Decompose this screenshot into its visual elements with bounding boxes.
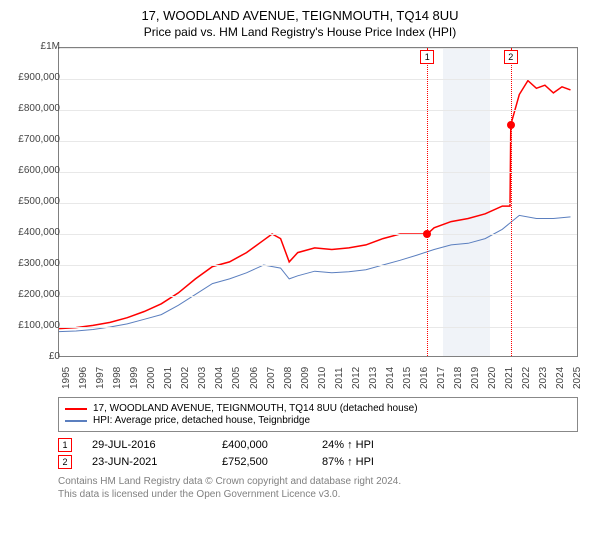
sale-marker-1: 1 [58,438,72,452]
y-axis-label: £0 [16,351,60,362]
marker-vline [511,48,512,356]
legend-swatch-property [65,408,87,410]
chart-container: 17, WOODLAND AVENUE, TEIGNMOUTH, TQ14 8U… [0,0,600,560]
x-axis-label: 2021 [504,367,515,389]
sale-row: 1 29-JUL-2016 £400,000 24% ↑ HPI [58,438,584,452]
sale-row: 2 23-JUN-2021 £752,500 87% ↑ HPI [58,455,584,469]
x-axis-label: 2010 [317,367,328,389]
x-axis-label: 2004 [214,367,225,389]
x-axis-label: 2019 [470,367,481,389]
chart-title: 17, WOODLAND AVENUE, TEIGNMOUTH, TQ14 8U… [16,8,584,23]
x-axis-label: 2023 [538,367,549,389]
credits: Contains HM Land Registry data © Crown c… [58,475,584,501]
x-axis-label: 2017 [436,367,447,389]
y-axis-label: £300,000 [16,258,60,269]
chart-subtitle: Price paid vs. HM Land Registry's House … [16,25,584,39]
sale-marker-2: 2 [58,455,72,469]
marker-vline [427,48,428,356]
x-axis-label: 2000 [146,367,157,389]
sale-date: 23-JUN-2021 [92,456,222,468]
sale-delta: 24% ↑ HPI [322,439,422,451]
x-axis-label: 2001 [163,367,174,389]
series-property [59,81,571,329]
x-axis-label: 2015 [402,367,413,389]
legend: 17, WOODLAND AVENUE, TEIGNMOUTH, TQ14 8U… [58,397,578,432]
x-axis-label: 2014 [385,367,396,389]
y-axis-label: £800,000 [16,103,60,114]
x-axis-label: 2002 [180,367,191,389]
y-axis-label: £400,000 [16,227,60,238]
marker-label-box: 1 [420,50,434,64]
legend-row: HPI: Average price, detached house, Teig… [65,415,571,426]
y-axis-label: £100,000 [16,320,60,331]
y-axis-label: £600,000 [16,165,60,176]
x-axis-label: 2016 [419,367,430,389]
sale-price: £752,500 [222,456,322,468]
x-axis-label: 2008 [283,367,294,389]
marker-dot [507,121,515,129]
marker-label-box: 2 [504,50,518,64]
x-axis-label: 2011 [334,367,345,389]
legend-label-property: 17, WOODLAND AVENUE, TEIGNMOUTH, TQ14 8U… [93,403,418,414]
x-axis-label: 2013 [368,367,379,389]
y-axis-label: £1M [16,41,60,52]
x-axis-label: 1995 [61,367,72,389]
x-axis-label: 1996 [78,367,89,389]
x-axis-label: 2025 [572,367,583,389]
legend-row: 17, WOODLAND AVENUE, TEIGNMOUTH, TQ14 8U… [65,403,571,414]
plot-region: 12 [58,47,578,357]
x-axis-label: 2012 [351,367,362,389]
x-axis-label: 2007 [266,367,277,389]
sale-delta: 87% ↑ HPI [322,456,422,468]
x-axis-label: 2018 [453,367,464,389]
marker-dot [423,230,431,238]
x-axis-label: 2005 [231,367,242,389]
credits-line1: Contains HM Land Registry data © Crown c… [58,475,584,488]
x-axis-label: 2003 [197,367,208,389]
sale-price: £400,000 [222,439,322,451]
x-axis-label: 2009 [300,367,311,389]
x-axis-label: 2020 [487,367,498,389]
y-axis-label: £200,000 [16,289,60,300]
sale-date: 29-JUL-2016 [92,439,222,451]
x-axis-label: 2022 [521,367,532,389]
x-axis-label: 2024 [555,367,566,389]
x-axis-label: 1998 [112,367,123,389]
legend-label-hpi: HPI: Average price, detached house, Teig… [93,415,310,426]
x-axis-label: 2006 [249,367,260,389]
x-axis-label: 1999 [129,367,140,389]
chart-area: 12 £0£100,000£200,000£300,000£400,000£50… [16,47,584,389]
legend-swatch-hpi [65,420,87,422]
y-axis-label: £900,000 [16,72,60,83]
x-axis-label: 1997 [95,367,106,389]
y-axis-label: £700,000 [16,134,60,145]
y-axis-label: £500,000 [16,196,60,207]
credits-line2: This data is licensed under the Open Gov… [58,488,584,501]
